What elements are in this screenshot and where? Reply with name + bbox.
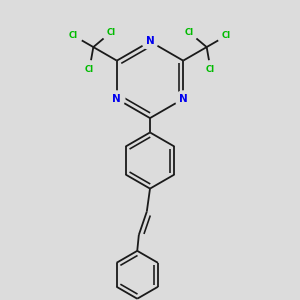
Circle shape <box>218 27 236 44</box>
Text: Cl: Cl <box>206 65 215 74</box>
Circle shape <box>175 91 191 107</box>
Circle shape <box>102 23 120 41</box>
Circle shape <box>180 23 198 41</box>
Circle shape <box>202 61 220 79</box>
Text: Cl: Cl <box>106 28 116 37</box>
Text: Cl: Cl <box>85 65 94 74</box>
Text: N: N <box>146 37 154 46</box>
Circle shape <box>64 27 82 44</box>
Circle shape <box>142 34 158 50</box>
Text: Cl: Cl <box>69 31 78 40</box>
Circle shape <box>80 61 98 79</box>
Text: Cl: Cl <box>222 31 231 40</box>
Circle shape <box>109 91 125 107</box>
Text: N: N <box>179 94 188 104</box>
Text: N: N <box>112 94 121 104</box>
Text: Cl: Cl <box>184 28 194 37</box>
